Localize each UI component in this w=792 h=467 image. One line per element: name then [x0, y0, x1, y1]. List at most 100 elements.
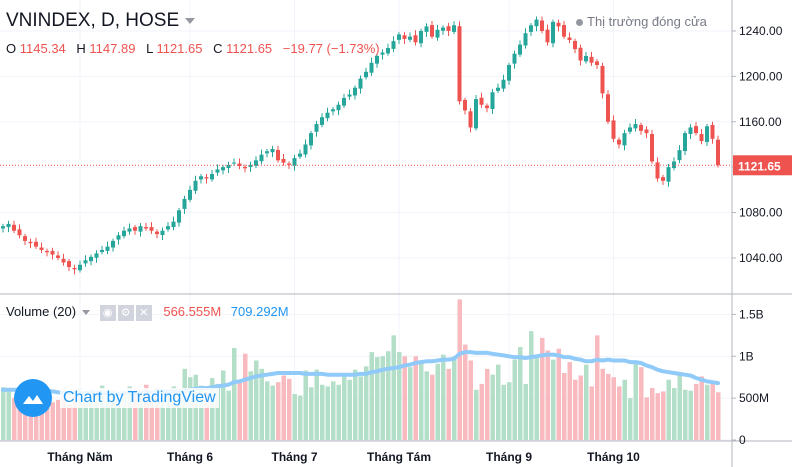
volume-bar: [342, 373, 347, 440]
volume-bar: [155, 388, 160, 440]
candle-body: [633, 124, 638, 129]
candle-body: [105, 246, 110, 251]
volume-bar: [529, 331, 534, 440]
candle-body: [193, 180, 198, 191]
candle-body: [457, 26, 462, 102]
volume-bar: [655, 393, 660, 440]
candle-body: [468, 111, 473, 128]
last-price-badge: [733, 155, 792, 176]
candle-body: [496, 87, 500, 91]
tradingview-badge[interactable]: Chart by TradingView: [14, 379, 238, 417]
volume-bar: [17, 396, 22, 440]
close-label: C: [213, 41, 223, 56]
candle-body: [188, 189, 192, 200]
volume-bar: [72, 396, 77, 440]
candle-body: [61, 258, 66, 263]
volume-bar: [479, 383, 484, 440]
volume-bar: [705, 384, 710, 440]
eye-icon[interactable]: ◉: [99, 304, 116, 321]
volume-bar: [78, 388, 83, 440]
chart-title[interactable]: VNINDEX, D, HOSE: [6, 10, 196, 32]
candle-body: [259, 154, 264, 162]
chevron-down-icon[interactable]: [185, 17, 196, 24]
low-label: L: [146, 41, 153, 56]
volume-bar: [314, 369, 319, 440]
volume-bar: [485, 368, 490, 440]
close-icon[interactable]: ✕: [135, 304, 152, 321]
volume-bar: [138, 396, 143, 440]
candle-body: [705, 126, 709, 142]
candle-body: [419, 30, 423, 44]
price-tick-label: 1160.00: [739, 115, 782, 129]
volume-bar: [518, 347, 523, 440]
candle-body: [325, 112, 330, 119]
candle-body: [144, 227, 148, 229]
volume-bar: [281, 375, 286, 440]
candle-body: [397, 34, 401, 40]
candle-body: [127, 228, 132, 232]
candle-body: [353, 87, 357, 96]
volume-bar: [408, 367, 413, 440]
candle-body: [364, 71, 368, 78]
candle-body: [600, 65, 605, 94]
volume-bar: [386, 351, 391, 440]
candle-body: [270, 149, 275, 153]
candle-body: [182, 198, 187, 209]
volume-bar: [292, 393, 297, 440]
volume-bar: [540, 337, 545, 440]
candle-body: [611, 120, 616, 139]
time-tick-label: Tháng Tám: [367, 450, 431, 464]
candle-body: [67, 261, 71, 268]
candle-body: [215, 169, 220, 173]
volume-bar: [424, 371, 429, 440]
volume-bar: [650, 388, 655, 440]
candle-body: [72, 267, 77, 270]
tradingview-badge-text: Chart by TradingView: [60, 388, 219, 408]
volume-bar: [160, 398, 165, 440]
ohlc-legend: O 1145.34 H 1147.89 L 1121.65 C 1121.65 …: [6, 41, 387, 56]
chevron-down-icon[interactable]: [82, 310, 91, 316]
gear-icon[interactable]: ⚙: [117, 304, 134, 321]
candle-body: [243, 166, 247, 169]
volume-bar: [94, 391, 99, 440]
candle-body: [45, 250, 49, 253]
open-value: 1145.34: [19, 41, 66, 56]
volume-bar: [622, 379, 627, 440]
volume-bar: [221, 370, 226, 440]
volume-bar: [127, 386, 132, 440]
volume-bar: [369, 352, 374, 440]
volume-tick-label: 1B: [739, 349, 754, 363]
volume-bar: [353, 369, 358, 440]
candle-body: [402, 35, 407, 39]
volume-bar: [133, 388, 138, 440]
volume-bar: [237, 380, 242, 440]
candle-body: [578, 47, 583, 61]
candle-body: [479, 97, 484, 105]
candle-body: [155, 231, 159, 235]
volume-bar: [573, 379, 578, 440]
candle-body: [710, 124, 715, 139]
volume-bar: [116, 398, 121, 440]
change-value: −19.77 (−1.73%): [282, 41, 380, 56]
candle-body: [589, 56, 594, 63]
candle-body: [661, 177, 665, 181]
candle-body: [485, 105, 489, 109]
candle-body: [89, 256, 93, 262]
candle-body: [116, 235, 121, 240]
volume-bar: [628, 398, 633, 440]
volume-bar: [633, 362, 638, 440]
volume-bar: [100, 385, 105, 440]
candle-body: [12, 224, 16, 231]
volume-bar: [419, 360, 424, 440]
candle-body: [523, 33, 528, 46]
candle-body: [281, 158, 286, 163]
candle-body: [232, 162, 236, 164]
price-tick-label: 1080.00: [739, 206, 783, 220]
candle-body: [490, 92, 495, 110]
candle-body: [166, 226, 170, 230]
candle-body: [545, 29, 550, 43]
candle-body: [56, 255, 60, 258]
candle-body: [655, 162, 660, 179]
volume-bar: [364, 366, 369, 440]
